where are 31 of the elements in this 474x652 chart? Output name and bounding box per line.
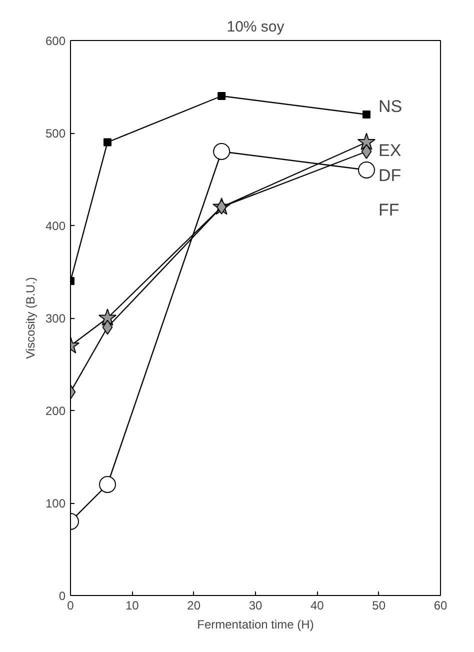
y-tick-label: 200 bbox=[45, 404, 66, 418]
y-tick-label: 100 bbox=[45, 496, 66, 510]
x-tick-label: 20 bbox=[187, 598, 201, 612]
x-tick-label: 50 bbox=[372, 598, 386, 612]
chart-title: 10% soy bbox=[226, 18, 285, 36]
x-tick-label: 10 bbox=[125, 598, 140, 612]
y-tick-label: 300 bbox=[45, 312, 66, 326]
point bbox=[357, 132, 376, 150]
x-axis-title: Fermentation time (H) bbox=[197, 618, 314, 632]
x-tick-label: 60 bbox=[434, 598, 448, 612]
point bbox=[213, 143, 230, 160]
point bbox=[104, 138, 112, 146]
point bbox=[358, 162, 375, 178]
y-tick-label: 500 bbox=[45, 126, 66, 140]
series-label: NS bbox=[378, 97, 402, 116]
y-tick-label: 600 bbox=[45, 34, 66, 48]
series-label: FF bbox=[378, 200, 400, 220]
point bbox=[362, 110, 370, 118]
y-tick-label: 0 bbox=[58, 589, 66, 603]
series-label: DF bbox=[378, 166, 402, 185]
x-tick-label: 0 bbox=[67, 598, 74, 612]
point bbox=[218, 92, 226, 100]
y-tick-label: 400 bbox=[45, 219, 66, 233]
point bbox=[102, 320, 113, 335]
point bbox=[216, 200, 227, 214]
x-tick-label: 30 bbox=[248, 598, 262, 612]
x-tick-label: 40 bbox=[310, 598, 324, 612]
point bbox=[99, 476, 116, 493]
y-axis-title: Viscosity (B.U.) bbox=[23, 277, 38, 359]
series-label: EX bbox=[378, 140, 402, 160]
point bbox=[361, 144, 372, 159]
